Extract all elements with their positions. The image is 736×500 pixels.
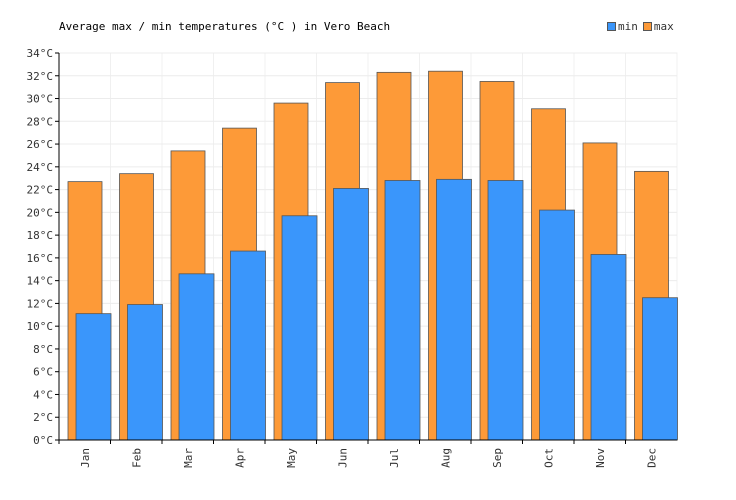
y-tick-label: 32°C xyxy=(27,70,54,83)
bar-min-jan xyxy=(75,313,112,441)
y-tick-label: 10°C xyxy=(27,320,54,333)
x-tick-label: Nov xyxy=(594,448,607,468)
bar-min-dec xyxy=(642,297,678,441)
y-tick-label: 14°C xyxy=(27,275,54,288)
y-tick-label: 12°C xyxy=(27,297,54,310)
legend-item-min: min xyxy=(607,20,638,33)
y-tick-label: 30°C xyxy=(27,93,54,106)
y-tick-label: 8°C xyxy=(33,343,53,356)
legend-label-max: max xyxy=(653,20,674,33)
chart-title: Average max / min temperatures (°C ) in … xyxy=(59,20,391,33)
y-tick-label: 18°C xyxy=(27,229,54,242)
x-tick-label: Feb xyxy=(130,448,143,468)
bar-min-apr xyxy=(230,250,266,441)
legend-label-min: min xyxy=(618,20,638,33)
x-tick-label: Sep xyxy=(491,448,504,468)
x-tick-label: Mar xyxy=(182,448,195,468)
legend-item-max: max xyxy=(642,20,674,33)
x-tick-label: Jun xyxy=(336,448,349,468)
x-tick-label: Aug xyxy=(439,448,452,468)
y-tick-label: 0°C xyxy=(33,434,53,447)
x-tick-label: Apr xyxy=(233,448,246,468)
y-tick-label: 20°C xyxy=(27,206,54,219)
y-tick-label: 6°C xyxy=(33,366,53,379)
x-tick-label: Oct xyxy=(542,448,555,468)
legend-swatch-min xyxy=(607,22,616,31)
y-tick-label: 28°C xyxy=(27,115,54,128)
bar-min-may xyxy=(281,215,318,441)
bar-min-aug xyxy=(436,178,472,441)
y-tick-label: 4°C xyxy=(33,388,53,401)
bar-min-feb xyxy=(127,304,163,441)
y-tick-label: 34°C xyxy=(27,47,54,60)
bar-min-sep xyxy=(487,180,524,441)
y-tick-label: 16°C xyxy=(27,252,54,265)
y-tick-label: 2°C xyxy=(33,411,53,424)
y-tick-label: 26°C xyxy=(27,138,54,151)
y-tick-label: 24°C xyxy=(27,161,54,174)
x-tick-label: Jan xyxy=(79,448,92,468)
bar-min-oct xyxy=(539,209,575,441)
bar-min-jun xyxy=(333,188,369,441)
y-tick-label: 22°C xyxy=(27,184,54,197)
x-tick-label: Jul xyxy=(388,448,401,468)
bar-min-nov xyxy=(590,254,627,441)
bar-min-mar xyxy=(178,273,215,441)
x-tick-label: Dec xyxy=(645,448,658,468)
legend-swatch-max xyxy=(642,22,652,31)
legend: min max xyxy=(607,20,679,33)
x-tick-label: May xyxy=(285,448,298,468)
bar-min-jul xyxy=(384,180,421,441)
